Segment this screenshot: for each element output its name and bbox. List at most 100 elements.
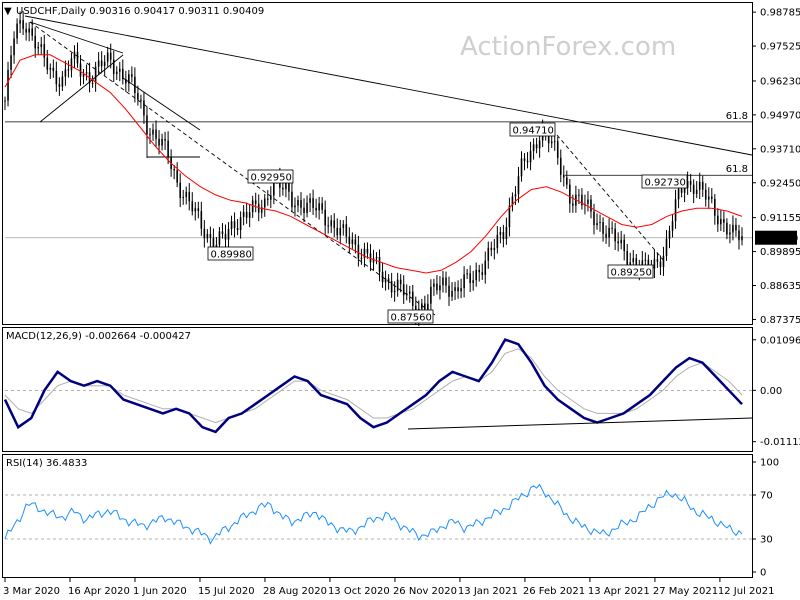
x-tick-label: 1 Jun 2020 (133, 586, 187, 597)
candle-body (224, 233, 227, 240)
candle-body (125, 79, 127, 84)
candle-body (629, 262, 632, 265)
candle-body (723, 219, 725, 223)
candle-body (478, 269, 481, 273)
candle-body (469, 273, 471, 284)
candle-body (481, 272, 484, 275)
candle-body (94, 66, 97, 83)
candle-body (611, 227, 613, 229)
candle-body (134, 76, 136, 94)
candle-body (390, 281, 393, 293)
candle-body (493, 248, 496, 251)
candle-body (230, 221, 233, 230)
price-tick-label: 0.98785 (760, 8, 800, 19)
candle-body (109, 52, 112, 60)
candle-body (194, 208, 197, 212)
candle-body (701, 181, 704, 190)
candle-body (472, 280, 474, 284)
candle-body (327, 225, 329, 227)
rsi-tick-label: 100 (760, 458, 779, 469)
x-tick-label: 16 Apr 2020 (68, 586, 130, 597)
candle-body (535, 144, 538, 149)
price-tick-label: 0.92450 (760, 178, 800, 189)
candle-body (683, 187, 686, 193)
candle-body (185, 191, 188, 198)
candle-body (248, 212, 251, 218)
candle-body (212, 237, 215, 250)
candle-body (354, 239, 357, 245)
candle-body (457, 287, 459, 292)
candle-body (37, 46, 40, 49)
candle-body (339, 227, 342, 236)
candle-body (303, 207, 305, 213)
candle-body (726, 222, 728, 235)
candle-body (720, 219, 722, 225)
annotation-label: 0.87560 (391, 313, 432, 324)
candle-body (270, 195, 272, 200)
candle-body (569, 184, 571, 204)
candle-body (58, 84, 61, 87)
candle-body (375, 256, 378, 259)
candle-body (61, 76, 64, 87)
candle-body (581, 194, 583, 206)
candle-body (285, 183, 287, 190)
annotation-label: 0.89980 (211, 250, 252, 261)
candle-body (508, 205, 511, 228)
candle-body (445, 277, 447, 286)
candle-body (662, 255, 665, 268)
candle-body (433, 283, 435, 287)
candle-body (735, 224, 737, 231)
candle-body (686, 180, 689, 188)
candle-body (466, 273, 468, 275)
annotation-label: 0.92730 (645, 178, 686, 189)
candle-body (499, 232, 502, 235)
x-tick-label: 15 Jul 2020 (198, 586, 255, 597)
price-tick-label: 0.89895 (760, 247, 800, 258)
candle-body (556, 141, 559, 158)
candle-body (363, 248, 366, 258)
annotation-label: 0.89250 (611, 268, 652, 279)
candle-body (19, 20, 21, 24)
x-tick-label: 26 Feb 2021 (523, 586, 585, 597)
candle-body (91, 82, 94, 84)
candle-body (128, 74, 130, 84)
candle-body (451, 290, 453, 297)
candle-body (689, 180, 692, 185)
candle-body (115, 71, 118, 74)
candle-body (505, 227, 508, 240)
rsi-tick-label: 30 (760, 535, 773, 546)
candle-body (257, 203, 260, 213)
candle-body (529, 150, 532, 163)
candle-body (242, 211, 245, 218)
candle-body (70, 58, 73, 71)
candle-body (357, 244, 360, 259)
candle-body (176, 170, 178, 183)
candle-body (424, 303, 426, 310)
trend-line (24, 15, 753, 156)
candle-body (442, 277, 444, 286)
trend-line (39, 54, 124, 123)
candle-body (197, 208, 200, 212)
candle-body (517, 176, 520, 195)
candle-body (112, 59, 115, 74)
candle-body (227, 229, 230, 240)
candle-body (653, 259, 656, 269)
candle-body (43, 44, 46, 58)
candle-body (635, 258, 638, 268)
candle-body (46, 57, 49, 70)
candle-body (692, 184, 695, 194)
candle-body (263, 198, 266, 208)
candle-body (526, 160, 529, 163)
candle-body (342, 224, 345, 228)
candle-body (502, 232, 505, 240)
candle-body (67, 69, 70, 71)
macd-signal-line (4, 348, 743, 424)
candle-body (605, 233, 607, 238)
candle-body (251, 200, 254, 213)
candle-body (732, 224, 734, 233)
candle-body (436, 283, 438, 291)
candle-body (698, 181, 701, 190)
candle-body (266, 198, 269, 200)
moving-average-line (4, 54, 743, 274)
candle-body (632, 258, 635, 263)
